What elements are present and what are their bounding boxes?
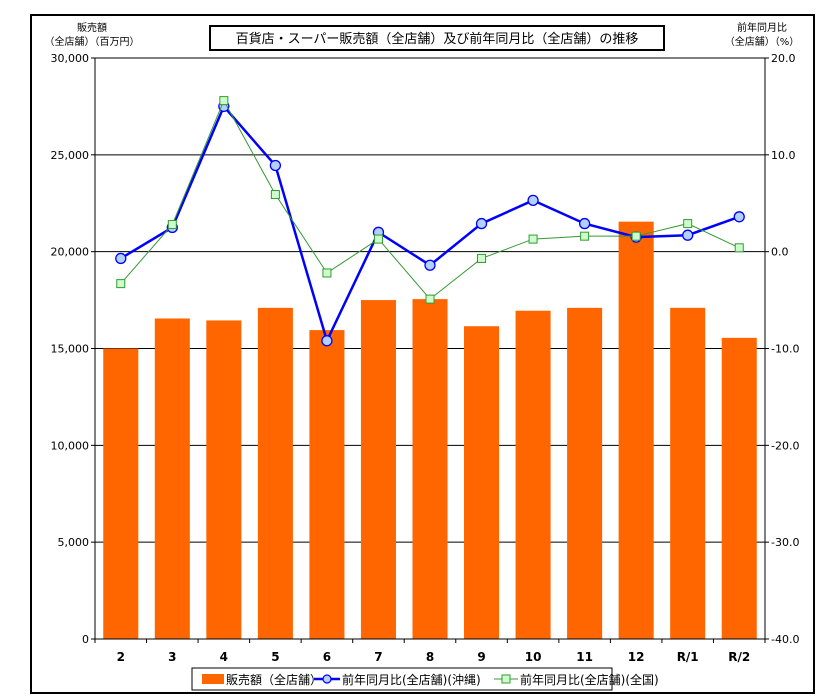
point-okinawa xyxy=(578,217,591,230)
bar-sales xyxy=(721,337,757,639)
point-okinawa xyxy=(424,259,436,271)
bar-sales xyxy=(670,307,706,639)
chart-title-box xyxy=(209,25,665,51)
left-tick-label: 0 xyxy=(82,633,89,646)
legend-marker-okinawa xyxy=(322,674,332,684)
sales-chart: 0 5,000 10,000 15,000 20,000 25,000 30,000 -40.… xyxy=(45,21,800,691)
legend-marker-national xyxy=(501,674,511,684)
right-axis-title-line2: （全店舗）（%） xyxy=(725,35,800,48)
bar-sales xyxy=(515,310,551,639)
legend-label-national: 前年同月比(全店舗)(全国) xyxy=(520,672,659,687)
left-tick-label: 5,000 xyxy=(58,536,90,549)
legend-label-okinawa: 前年同月比(全店舗)(沖縄) xyxy=(342,672,481,687)
point-national xyxy=(116,279,126,289)
left-axis-title-line1: 販売額 xyxy=(77,21,107,34)
right-tick-label: -10.0 xyxy=(771,343,799,356)
legend-box xyxy=(191,667,613,691)
point-national xyxy=(270,190,280,200)
bar-sales xyxy=(360,300,396,639)
point-national xyxy=(528,234,538,244)
legend: 販売額（全店舗） 前年同月比(全店舗)(沖縄) 前年同月比(全店舗)(全国) xyxy=(191,667,659,691)
axes: 0 5,000 10,000 15,000 20,000 25,000 30,000 -40.… xyxy=(51,52,800,664)
right-tick-label: 20.0 xyxy=(771,52,796,65)
x-tick-label: R/2 xyxy=(728,650,750,664)
right-tick-label: 0.0 xyxy=(771,246,789,259)
legend-swatch-sales xyxy=(202,674,224,684)
left-tick-label: 20,000 xyxy=(51,246,90,259)
right-tick-label: -20.0 xyxy=(771,439,799,452)
x-tick-label: 7 xyxy=(374,650,382,664)
point-national xyxy=(167,220,177,230)
bar-sales xyxy=(257,307,293,639)
bar-sales xyxy=(309,330,345,639)
point-national xyxy=(631,231,641,241)
chart-frame: 0 5,000 10,000 15,000 20,000 25,000 30,000 -40.… xyxy=(30,14,815,694)
x-tick-label: 4 xyxy=(220,650,228,664)
left-tick-label: 15,000 xyxy=(51,343,90,356)
bars-sales xyxy=(103,221,757,640)
point-okinawa xyxy=(527,194,539,206)
x-tick-label: 9 xyxy=(477,650,485,664)
bar-sales xyxy=(206,320,242,639)
bar-sales xyxy=(464,326,500,639)
bar-sales xyxy=(154,318,190,639)
left-tick-label: 10,000 xyxy=(51,439,90,452)
point-national xyxy=(219,96,229,106)
bar-sales xyxy=(412,299,448,639)
right-tick-label: -30.0 xyxy=(771,536,799,549)
point-okinawa xyxy=(682,229,694,241)
right-tick-label: -40.0 xyxy=(771,633,799,646)
left-tick-label: 30,000 xyxy=(51,52,90,65)
point-national xyxy=(322,268,332,278)
x-tick-label: 10 xyxy=(525,650,542,664)
bar-sales xyxy=(567,307,603,639)
point-national xyxy=(580,231,590,241)
x-tick-label: 3 xyxy=(168,650,176,664)
point-okinawa xyxy=(115,252,127,265)
point-national xyxy=(683,219,693,229)
point-okinawa xyxy=(475,217,488,230)
point-national xyxy=(734,243,744,253)
x-tick-label: 2 xyxy=(117,650,125,664)
bar-sales xyxy=(103,348,139,639)
x-tick-label: 6 xyxy=(323,650,331,664)
bar-sales xyxy=(618,221,654,640)
x-tick-label: 5 xyxy=(271,650,279,664)
legend-label-sales: 販売額（全店舗） xyxy=(226,672,322,687)
chart-title: 百貨店・スーパー販売額（全店舗）及び前年同月比（全店舗）の推移 xyxy=(236,31,639,47)
x-tick-label: 11 xyxy=(576,650,593,664)
right-axis-title-line1: 前年同月比 xyxy=(737,21,787,34)
point-okinawa xyxy=(321,335,333,347)
point-national xyxy=(425,294,435,304)
lines-yoy xyxy=(115,96,745,347)
right-tick-label: 10.0 xyxy=(771,149,796,162)
point-national xyxy=(373,234,383,244)
left-axis-title-line2: （全店舗）（百万円） xyxy=(45,35,140,48)
left-tick-label: 25,000 xyxy=(51,149,90,162)
x-tick-label: R/1 xyxy=(677,650,699,664)
point-okinawa xyxy=(733,211,745,223)
point-okinawa xyxy=(269,159,282,172)
x-tick-label: 8 xyxy=(426,650,434,664)
x-tick-label: 12 xyxy=(628,650,645,664)
point-national xyxy=(477,253,487,263)
